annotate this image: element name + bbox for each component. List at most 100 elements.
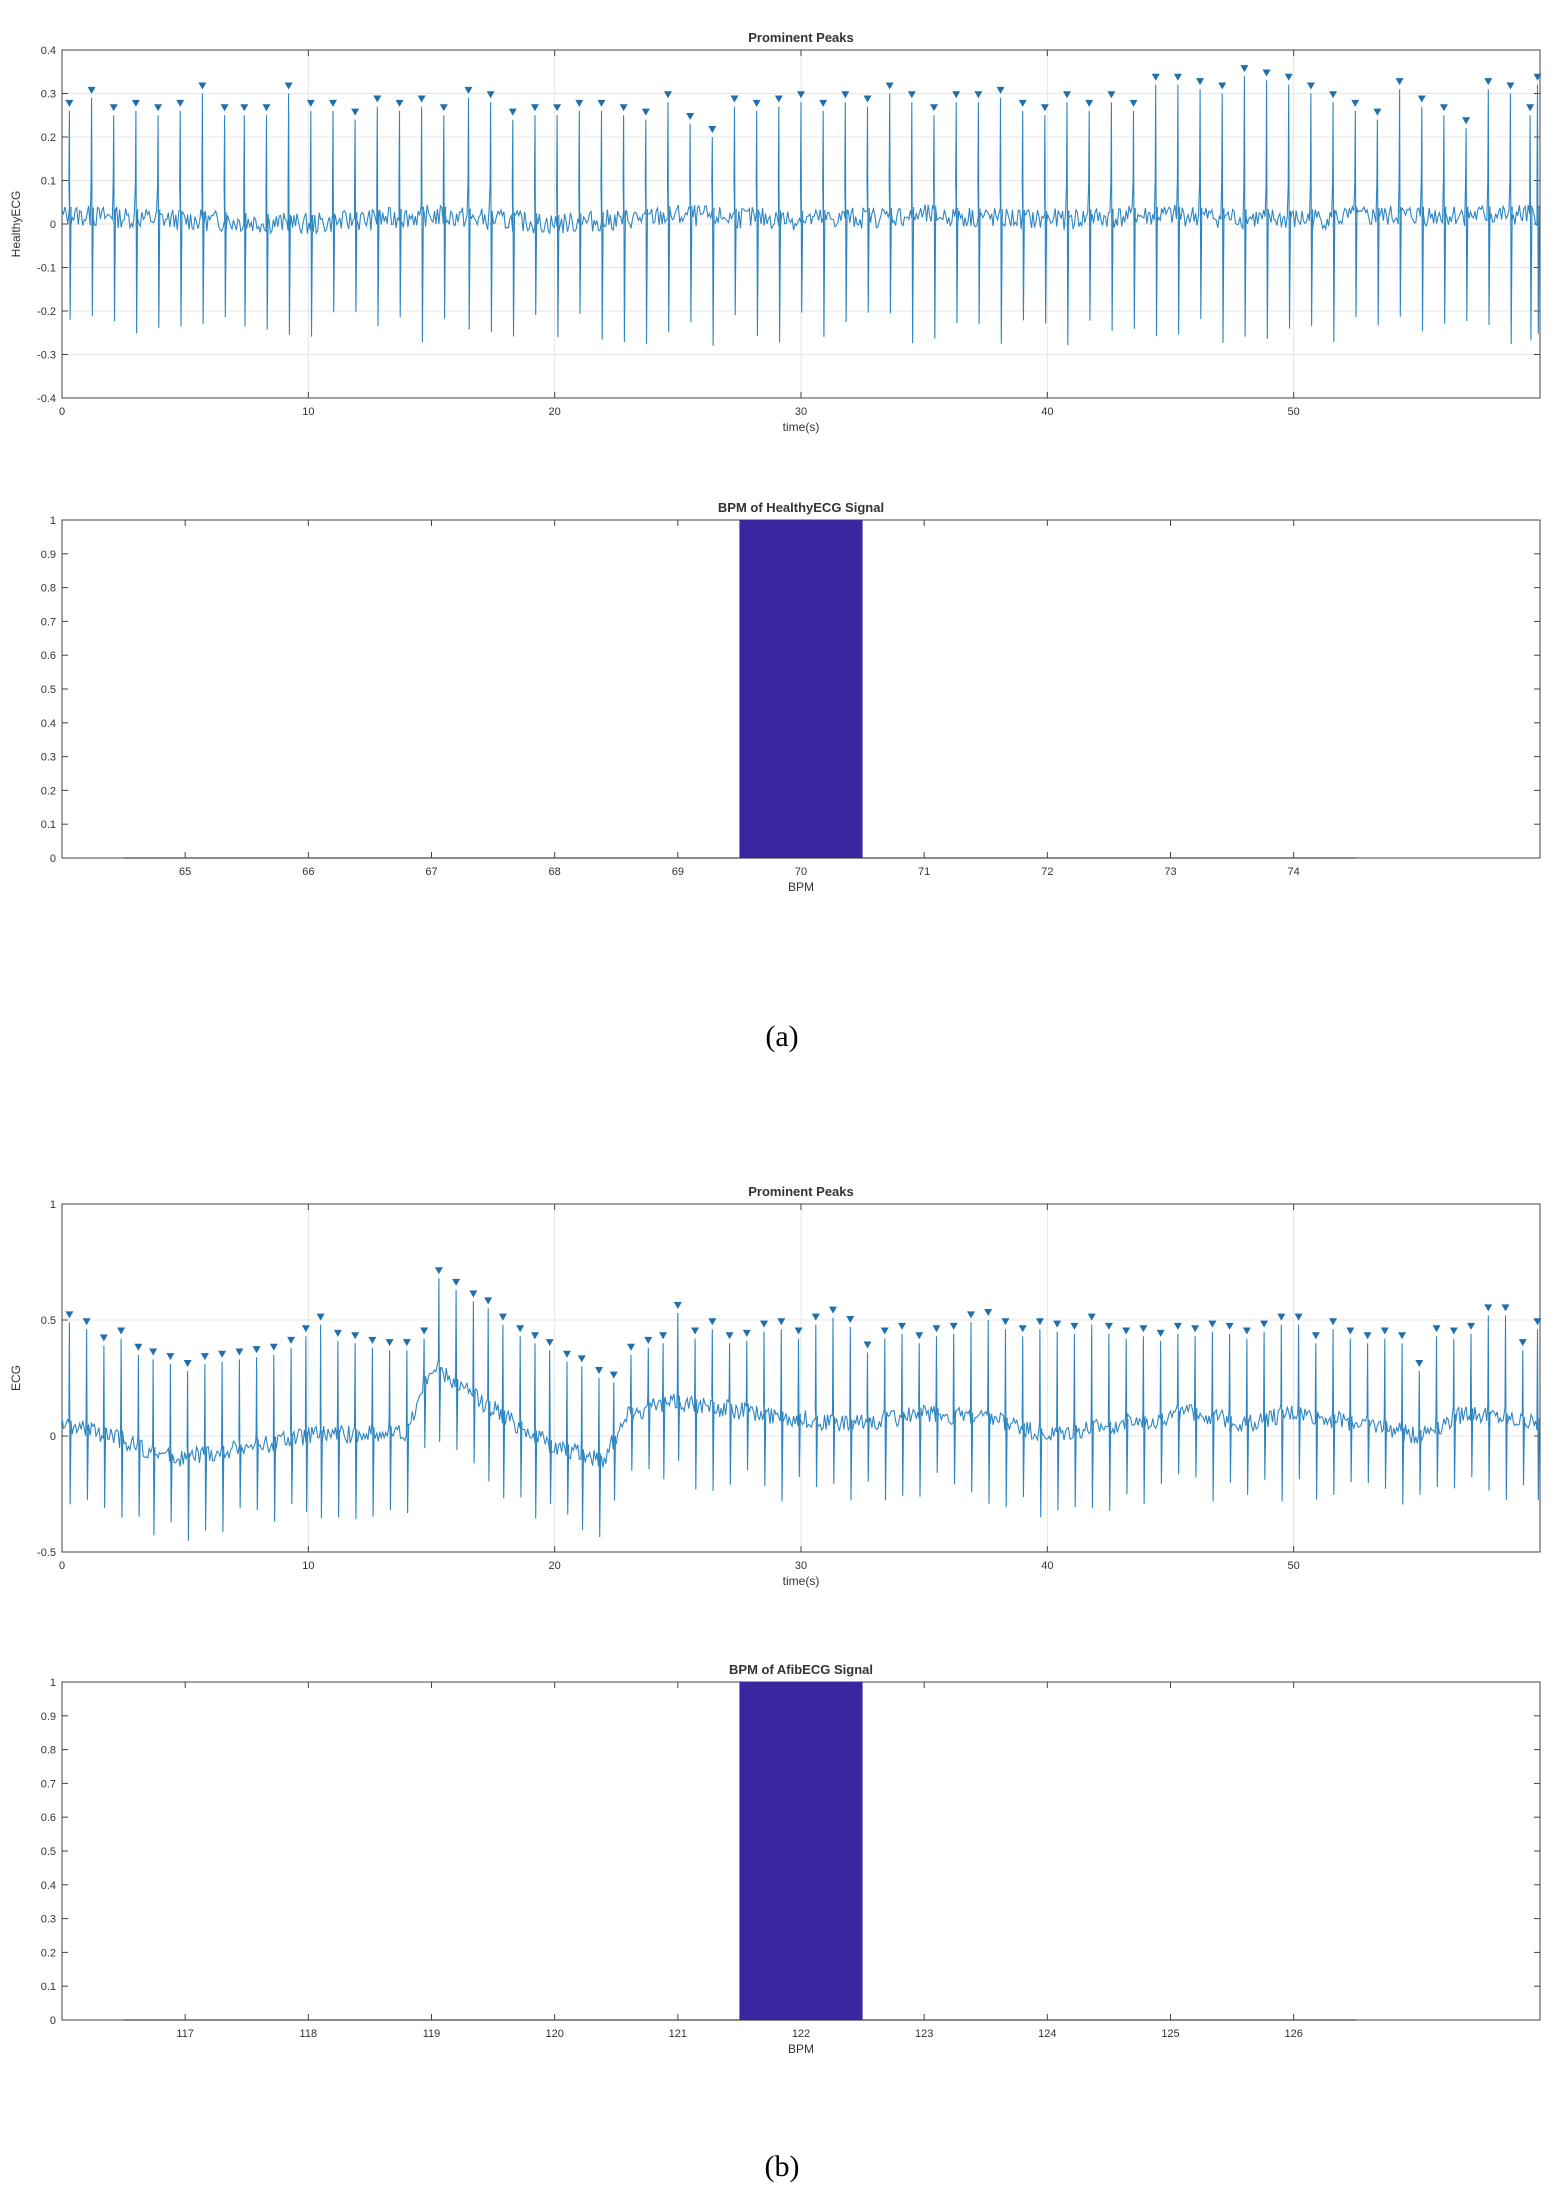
- healthy-ecg-peaks-peak-marker: [974, 91, 983, 99]
- afib-ecg-peaks-peak-marker: [1173, 1322, 1182, 1330]
- healthy-ecg-peaks-peak-marker: [1306, 82, 1315, 90]
- afib-bpm-xtick-label: 122: [792, 2028, 810, 2040]
- healthy-ecg-peaks-peak-marker: [131, 99, 140, 107]
- healthy-ecg-peaks-peak-marker: [530, 104, 539, 112]
- afib-ecg-peaks-peak-marker: [434, 1267, 443, 1275]
- afib-ecg-peaks-peak-marker: [351, 1332, 360, 1340]
- healthy-ecg-peaks-signal-line: [61, 76, 1540, 346]
- afib-ecg-peaks-peak-marker: [1087, 1313, 1096, 1321]
- afib-bpm-ytick-label: 0.1: [41, 1981, 56, 1993]
- healthy-ecg-peaks-peak-marker: [663, 91, 672, 99]
- healthy-ecg-peaks-peak-marker: [774, 95, 783, 103]
- healthy-ecg-peaks-ytick-label: -0.1: [37, 263, 56, 275]
- afib-ecg-peaks-peak-marker: [1398, 1332, 1407, 1340]
- healthy-ecg-peaks-peak-marker: [1085, 99, 1094, 107]
- healthy-ecg-peaks-peak-marker: [1506, 82, 1515, 90]
- afib-bpm-title: BPM of AfibECG Signal: [729, 1662, 873, 1677]
- afib-ecg-peaks-peak-marker: [577, 1355, 586, 1363]
- afib-ecg-peaks-peak-marker: [949, 1322, 958, 1330]
- healthy-ecg-peaks-ytick-label: 0.1: [41, 176, 56, 188]
- afib-ecg-peaks-peak-marker: [1001, 1318, 1010, 1326]
- afib-ecg-peaks-xlabel: time(s): [783, 1574, 820, 1588]
- afib-ecg-peaks-peak-marker: [452, 1278, 461, 1286]
- healthy-ecg-peaks-peak-marker: [1533, 73, 1542, 81]
- afib-ecg-peaks-peak-marker: [545, 1339, 554, 1347]
- healthy-ecg-peaks-peak-marker: [439, 104, 448, 112]
- healthy-ecg-peaks-peak-marker: [220, 104, 229, 112]
- afib-ecg-peaks-peak-marker: [1501, 1304, 1510, 1312]
- healthy-ecg-peaks-peak-marker: [730, 95, 739, 103]
- afib-ecg-peaks-peak-marker: [880, 1327, 889, 1335]
- healthy-ecg-peaks-peak-marker: [885, 82, 894, 90]
- healthy-ecg-peaks-peak-marker: [1173, 73, 1182, 81]
- healthy-ecg-peaks-peak-marker: [930, 104, 939, 112]
- afib-ecg-peaks-ytick-label: 1: [50, 1199, 56, 1211]
- afib-bpm-xtick-label: 126: [1284, 2028, 1302, 2040]
- afib-ecg-peaks-peak-marker: [183, 1360, 192, 1368]
- afib-ecg-peaks-peak-marker: [1533, 1318, 1542, 1326]
- healthy-ecg-peaks-peak-marker: [1439, 104, 1448, 112]
- afib-ecg-peaks-peak-marker: [1329, 1318, 1338, 1326]
- healthy-ecg-peaks-peak-marker: [1218, 82, 1227, 90]
- healthy-ecg-peaks-peak-marker: [1373, 108, 1382, 116]
- afib-ecg-peaks-peak-marker: [1070, 1322, 1079, 1330]
- afib-ecg-peaks-peak-marker: [1311, 1332, 1320, 1340]
- healthy-ecg-peaks-peak-marker: [1196, 78, 1205, 86]
- afib-ecg-peaks-signal-line: [61, 1278, 1540, 1541]
- afib-ecg-peaks-peak-marker: [117, 1327, 126, 1335]
- afib-ecg-peaks-peak-marker: [562, 1350, 571, 1358]
- healthy-bpm-ytick-label: 1: [50, 515, 56, 527]
- healthy-ecg-peaks-peak-marker: [1151, 73, 1160, 81]
- afib-bpm-ytick-label: 0.6: [41, 1812, 56, 1824]
- afib-ecg-peaks-peak-marker: [609, 1371, 618, 1379]
- afib-ecg-peaks-peak-marker: [200, 1353, 209, 1361]
- afib-ecg-peaks-peak-marker: [498, 1313, 507, 1321]
- afib-ecg-peaks-peak-marker: [1035, 1318, 1044, 1326]
- healthy-ecg-peaks-peak-marker: [395, 99, 404, 107]
- afib-ecg-peaks-peak-marker: [1484, 1304, 1493, 1312]
- afib-ecg-peaks-xtick-label: 40: [1041, 1560, 1053, 1572]
- afib-bpm-xtick-label: 125: [1161, 2028, 1179, 2040]
- chart-afib-bpm-svg: BPM of AfibECG Signal 0 0.1 0.2 0.3 0.4 0.5 0.6…: [41, 1662, 1541, 2056]
- healthy-ecg-peaks-ytick-label: 0.4: [41, 45, 56, 57]
- healthy-ecg-peaks-peak-marker: [1329, 91, 1338, 99]
- healthy-ecg-peaks-peak-marker: [819, 99, 828, 107]
- afib-ecg-peaks-peak-marker: [1415, 1360, 1424, 1368]
- afib-bpm-xlabel: BPM: [788, 2042, 814, 2056]
- afib-ecg-peaks-peak-marker: [915, 1332, 924, 1340]
- afib-ecg-peaks-peak-marker: [811, 1313, 820, 1321]
- afib-bpm-ytick-label: 0.2: [41, 1947, 56, 1959]
- healthy-ecg-peaks-peak-marker: [417, 95, 426, 103]
- healthy-ecg-peaks-peak-marker: [708, 126, 717, 133]
- healthy-ecg-peaks-peak-marker: [240, 104, 249, 112]
- afib-bpm-ytick-label: 0.4: [41, 1880, 56, 1892]
- afib-ecg-peaks-peak-marker: [1156, 1329, 1165, 1337]
- afib-ecg-peaks-ytick-label: 0.5: [41, 1315, 56, 1327]
- healthy-bpm-ytick-label: 0.6: [41, 650, 56, 662]
- afib-bpm-xtick-label: 117: [176, 2028, 194, 2040]
- afib-bpm-ytick-label: 0: [50, 2015, 56, 2027]
- healthy-ecg-peaks-peak-marker: [464, 86, 473, 94]
- afib-bpm-xtick-label: 119: [423, 2028, 441, 2040]
- afib-bpm-ytick-label: 0.7: [41, 1778, 56, 1790]
- afib-ecg-peaks-peak-marker: [742, 1329, 751, 1337]
- afib-ecg-peaks-peak-marker: [1191, 1325, 1200, 1333]
- healthy-ecg-peaks-ytick-label: 0.2: [41, 132, 56, 144]
- afib-ecg-peaks-xtick-label: 30: [795, 1560, 807, 1572]
- afib-ecg-peaks-peak-marker: [385, 1339, 394, 1347]
- afib-ecg-peaks-peak-marker: [516, 1325, 525, 1333]
- chart-healthy-bpm-svg: BPM of HealthyECG Signal 0 0.1 0.2 0.3 0.4 0.5…: [41, 500, 1541, 894]
- healthy-ecg-peaks-peak-marker: [508, 108, 517, 116]
- healthy-ecg-peaks-peak-marker: [996, 86, 1005, 94]
- healthy-ecg-peaks-peak-marker: [1262, 69, 1271, 77]
- afib-ecg-peaks-xtick-label: 50: [1288, 1560, 1300, 1572]
- healthy-bpm-ytick-label: 0.9: [41, 549, 56, 561]
- afib-ecg-peaks-peak-marker: [1518, 1339, 1527, 1347]
- healthy-ecg-peaks-xtick-label: 0: [59, 406, 65, 418]
- healthy-ecg-peaks-peak-marker: [863, 95, 872, 103]
- afib-ecg-peaks-peak-marker: [420, 1327, 429, 1335]
- healthy-bpm-xlabel: BPM: [788, 880, 814, 894]
- healthy-bpm-bar: [739, 520, 863, 858]
- afib-ecg-peaks-peak-marker: [777, 1318, 786, 1326]
- caption-b: (b): [764, 2150, 800, 2183]
